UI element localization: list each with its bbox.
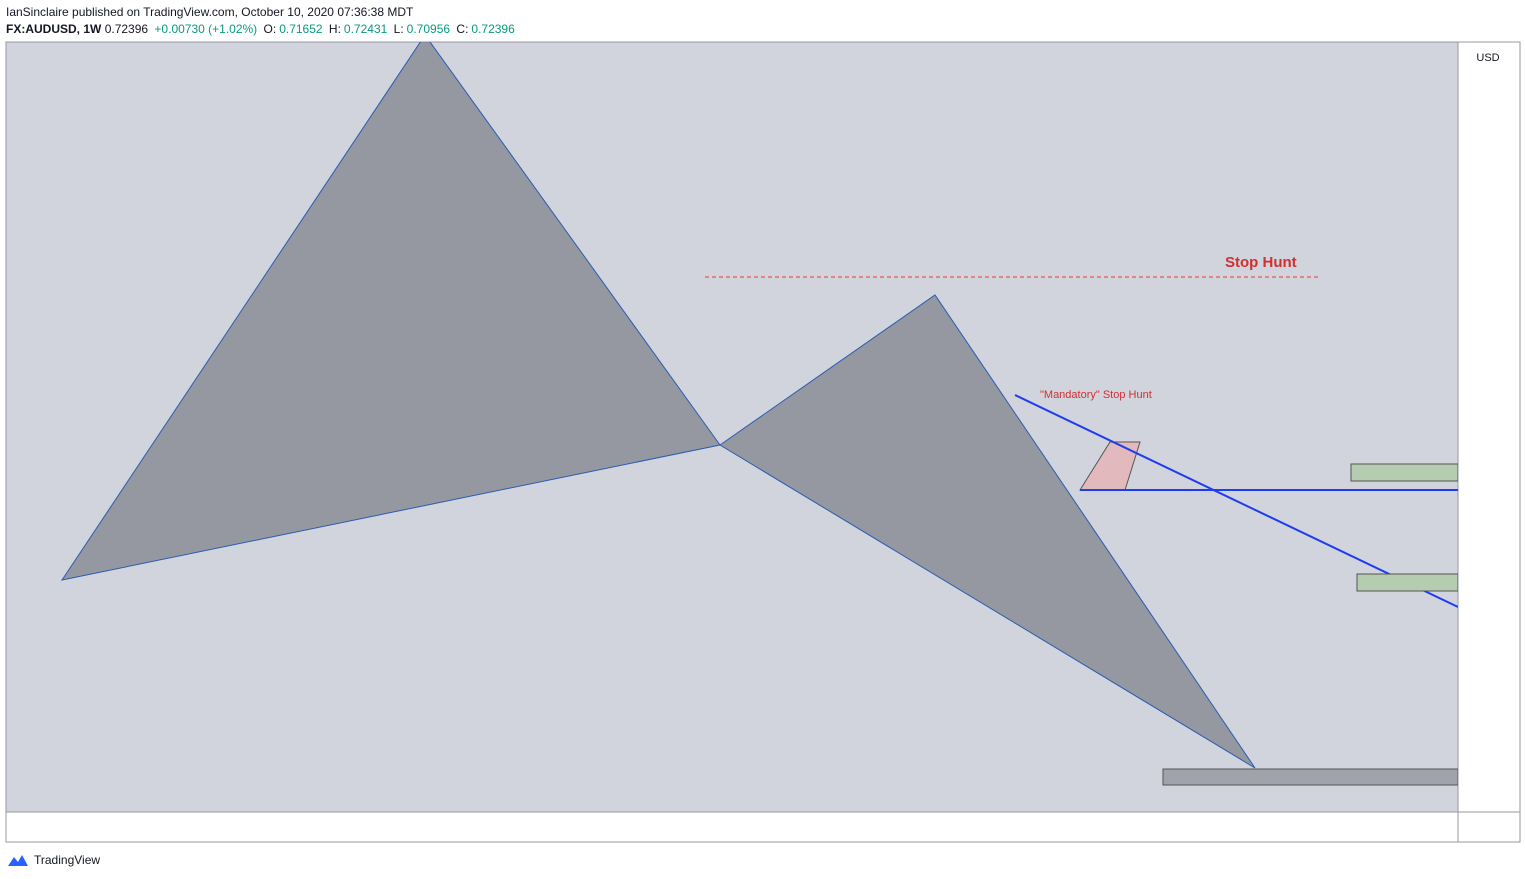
annotation: "Mandatory" Stop Hunt — [1040, 389, 1152, 401]
c-label: C: — [456, 22, 469, 36]
footer: TradingView — [8, 853, 100, 867]
brand: TradingView — [34, 853, 100, 867]
l: 0.70956 — [406, 22, 451, 36]
trendline — [1014, 394, 1458, 608]
pattern — [719, 294, 1256, 769]
frame — [5, 41, 1521, 843]
o-label: O: — [263, 22, 277, 36]
l-label: L: — [393, 22, 404, 36]
chart: Stop Hunt "Mandatory" Stop Hunt USD — [5, 41, 1521, 843]
zone — [1162, 768, 1458, 786]
symbol-line: FX:AUDUSD, 1W 0.72396 +0.00730 (+1.02%) … — [6, 22, 518, 36]
drawings — [60, 42, 1458, 786]
h: 0.72431 — [343, 22, 388, 36]
symbol: FX:AUDUSD, 1W — [6, 22, 102, 36]
logo — [8, 855, 28, 866]
o: 0.71652 — [279, 22, 323, 36]
c: 0.72396 — [471, 22, 515, 36]
zone — [1350, 463, 1458, 482]
publisher: IanSinclaire published on TradingView.co… — [6, 5, 414, 19]
h-label: H: — [328, 22, 341, 36]
annotation: Stop Hunt — [1225, 254, 1297, 271]
currency: USD — [1476, 52, 1499, 64]
change: +0.00730 (+1.02%) — [154, 22, 258, 36]
zone — [1356, 573, 1458, 592]
last: 0.72396 — [104, 22, 149, 36]
pattern — [60, 42, 721, 581]
